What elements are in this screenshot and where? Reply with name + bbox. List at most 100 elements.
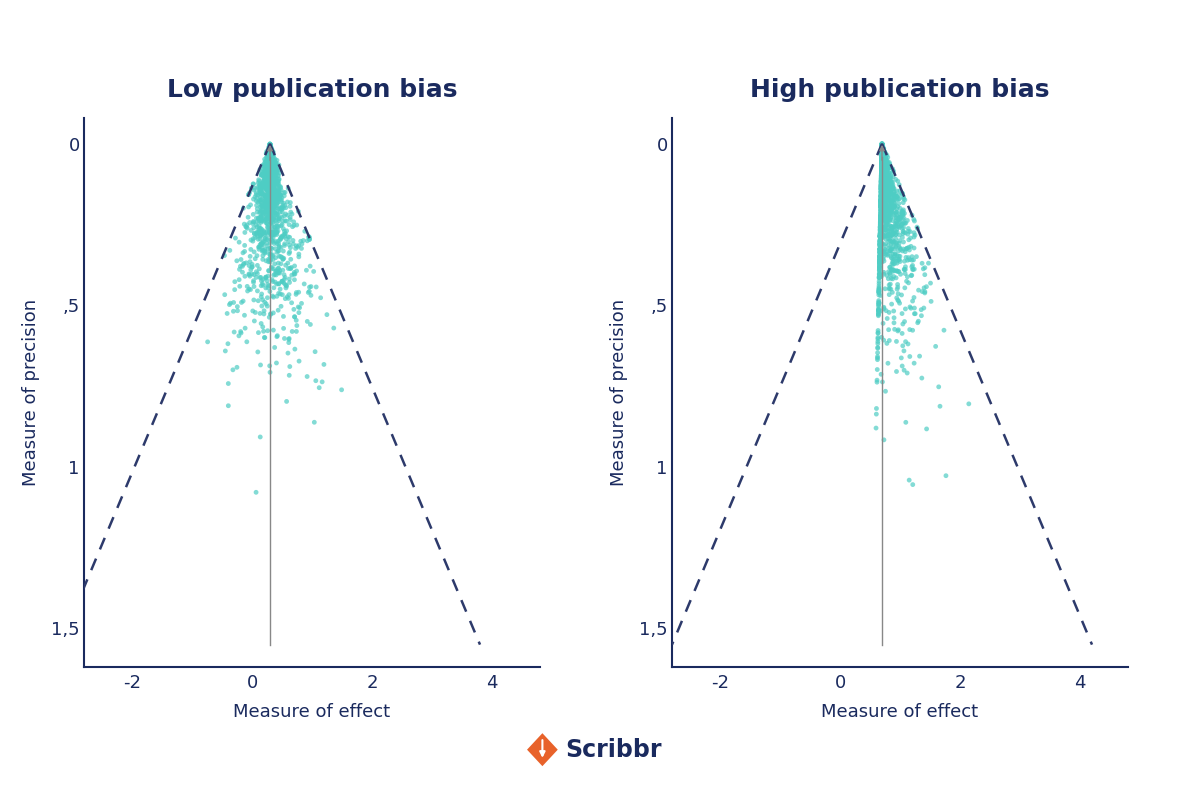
Point	[872, 139, 892, 152]
Point	[265, 184, 284, 197]
Point	[870, 264, 889, 276]
Point	[217, 307, 236, 319]
Point	[871, 201, 890, 214]
Point	[871, 210, 890, 222]
Point	[894, 196, 913, 209]
Point	[253, 236, 272, 248]
Point	[870, 249, 889, 261]
Point	[877, 181, 896, 193]
Point	[268, 166, 287, 179]
Point	[870, 270, 889, 283]
Point	[259, 144, 278, 157]
Point	[268, 205, 287, 217]
Point	[877, 157, 896, 170]
Point	[884, 201, 904, 214]
Point	[248, 177, 268, 189]
Point	[874, 221, 893, 234]
Point	[894, 203, 913, 216]
Point	[260, 155, 280, 168]
Point	[276, 202, 295, 214]
Point	[875, 162, 894, 174]
Point	[260, 153, 280, 166]
Point	[870, 269, 889, 282]
Point	[900, 254, 919, 266]
Point	[889, 214, 908, 226]
Point	[263, 234, 282, 246]
Point	[877, 149, 896, 162]
Point	[870, 224, 889, 236]
Point	[876, 212, 895, 225]
Point	[880, 203, 899, 215]
Point	[259, 160, 278, 173]
Point	[872, 217, 892, 229]
Point	[871, 176, 890, 188]
Point	[259, 148, 278, 161]
Point	[894, 217, 913, 229]
Point	[890, 255, 910, 268]
Point	[260, 148, 280, 160]
Point	[880, 334, 899, 347]
Point	[259, 142, 278, 155]
Point	[898, 242, 917, 254]
Point	[872, 153, 892, 166]
Point	[280, 247, 299, 260]
Point	[253, 180, 272, 192]
Point	[877, 185, 896, 198]
Point	[251, 214, 270, 227]
Point	[870, 243, 889, 255]
Point	[890, 212, 910, 225]
Point	[887, 212, 906, 225]
Point	[272, 230, 292, 243]
Point	[880, 215, 899, 228]
Point	[896, 335, 916, 348]
Point	[880, 282, 899, 294]
Point	[241, 234, 260, 246]
Point	[880, 173, 899, 185]
Point	[258, 291, 277, 304]
Point	[253, 168, 272, 181]
Point	[262, 216, 281, 228]
Point	[257, 147, 276, 159]
Point	[264, 213, 283, 225]
Point	[875, 146, 894, 159]
Point	[883, 241, 902, 254]
Point	[265, 185, 284, 198]
Point	[264, 202, 283, 214]
Point	[871, 168, 890, 181]
Point	[260, 159, 280, 172]
Point	[272, 276, 292, 288]
Point	[198, 335, 217, 348]
Point	[880, 209, 899, 221]
Point	[896, 416, 916, 429]
Point	[260, 177, 280, 190]
Point	[870, 229, 889, 242]
Point	[275, 238, 294, 250]
Point	[258, 161, 277, 173]
Point	[894, 206, 913, 218]
Point	[871, 195, 890, 207]
Point	[870, 253, 889, 265]
Point	[262, 169, 281, 181]
Point	[869, 308, 888, 320]
Point	[260, 214, 280, 227]
Point	[870, 297, 889, 309]
Point	[215, 288, 234, 301]
Point	[270, 192, 289, 204]
Point	[287, 219, 306, 232]
Point	[874, 334, 893, 346]
Point	[880, 177, 899, 190]
Point	[880, 159, 899, 171]
Point	[268, 184, 287, 197]
Point	[872, 151, 892, 163]
Point	[262, 308, 281, 320]
Point	[877, 210, 896, 223]
Point	[870, 243, 889, 256]
Point	[880, 288, 899, 301]
Point	[875, 151, 894, 163]
Point	[884, 165, 904, 177]
Point	[875, 206, 894, 218]
Point	[268, 192, 287, 205]
Point	[245, 216, 264, 228]
Point	[252, 215, 271, 228]
Point	[888, 287, 907, 300]
